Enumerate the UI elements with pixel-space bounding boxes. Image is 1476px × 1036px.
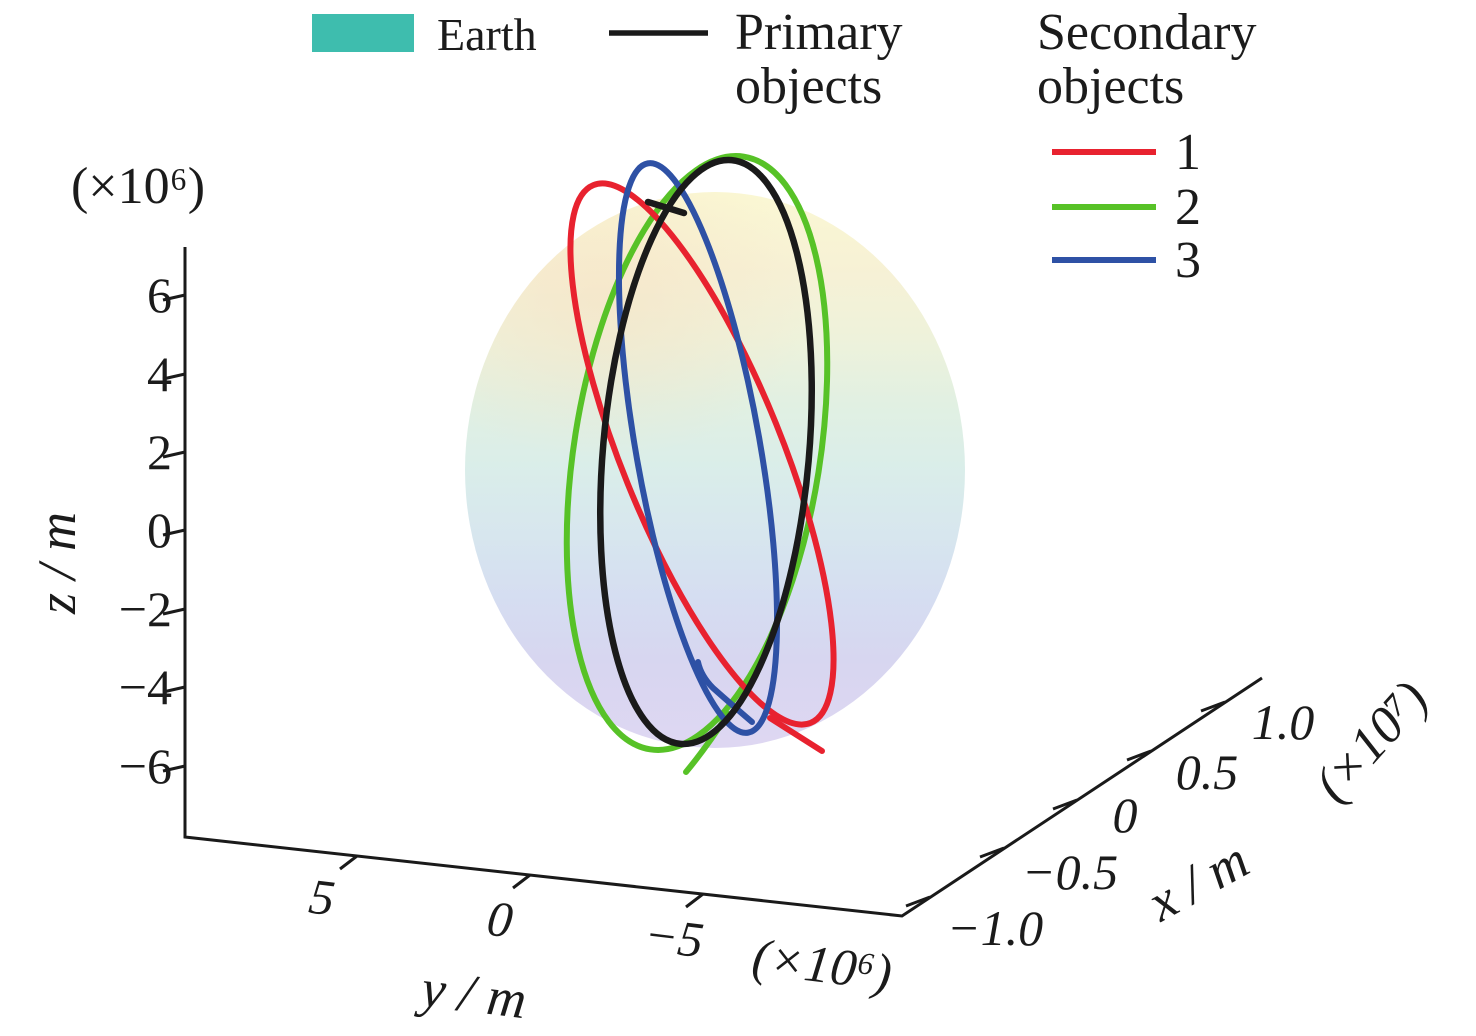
primary-orbit-ellipse bbox=[597, 156, 815, 748]
orbit-curves bbox=[563, 153, 837, 775]
z-axis-label: z / m bbox=[27, 511, 87, 615]
earth-sphere bbox=[465, 192, 965, 748]
secondary-3-orbit bbox=[615, 160, 781, 736]
y-axis-ticks bbox=[339, 854, 704, 909]
secondary-1-orbit bbox=[567, 180, 837, 754]
z-tick-label: −4 bbox=[118, 659, 172, 715]
y-axis-label: y / m bbox=[418, 957, 530, 1031]
x-tick-label: 1.0 bbox=[1251, 694, 1315, 750]
z-tick-label: 6 bbox=[147, 267, 172, 323]
axis-edges bbox=[183, 247, 1263, 918]
axes-frame bbox=[162, 247, 1263, 918]
z-axis-ticks bbox=[162, 293, 186, 773]
earth-legend-swatch bbox=[312, 14, 414, 52]
y-tick-label: −5 bbox=[641, 905, 707, 969]
secondary-1-orbit-tail bbox=[767, 715, 825, 754]
z-tick-label: −6 bbox=[118, 738, 172, 794]
secondary-3-orbit-ellipse bbox=[615, 160, 781, 736]
z-tick-label: 4 bbox=[147, 346, 172, 402]
primary-orbit bbox=[597, 156, 815, 748]
primary-orbit-tail bbox=[644, 198, 688, 217]
secondary-3-legend-label: 3 bbox=[1175, 232, 1201, 289]
z-axis-multiplier: (×10⁶) bbox=[70, 158, 206, 215]
secondary-2-legend-label: 2 bbox=[1175, 179, 1201, 236]
z-tick-label: 2 bbox=[147, 424, 172, 480]
x-tick-label: −1.0 bbox=[946, 900, 1044, 956]
x-tick-label: −0.5 bbox=[1021, 844, 1119, 900]
secondary-1-orbit-ellipse bbox=[567, 180, 837, 728]
x-axis-ticks bbox=[905, 700, 1226, 908]
z-tick-label: 0 bbox=[147, 502, 172, 558]
secondary-1-legend-label: 1 bbox=[1175, 124, 1201, 181]
secondary-legend-title: Secondary objects bbox=[1037, 4, 1257, 116]
earth-legend-label: Earth bbox=[437, 9, 537, 60]
x-tick-label: 0 bbox=[1112, 787, 1138, 843]
secondary-2-orbit-ellipse bbox=[563, 153, 831, 753]
x-tick-label: 0.5 bbox=[1175, 744, 1239, 800]
z-tick-label: −2 bbox=[118, 581, 172, 637]
primary-legend-label: Primary objects bbox=[735, 4, 903, 116]
legend-chips bbox=[312, 14, 1156, 263]
secondary-3-orbit-tail bbox=[695, 659, 755, 725]
